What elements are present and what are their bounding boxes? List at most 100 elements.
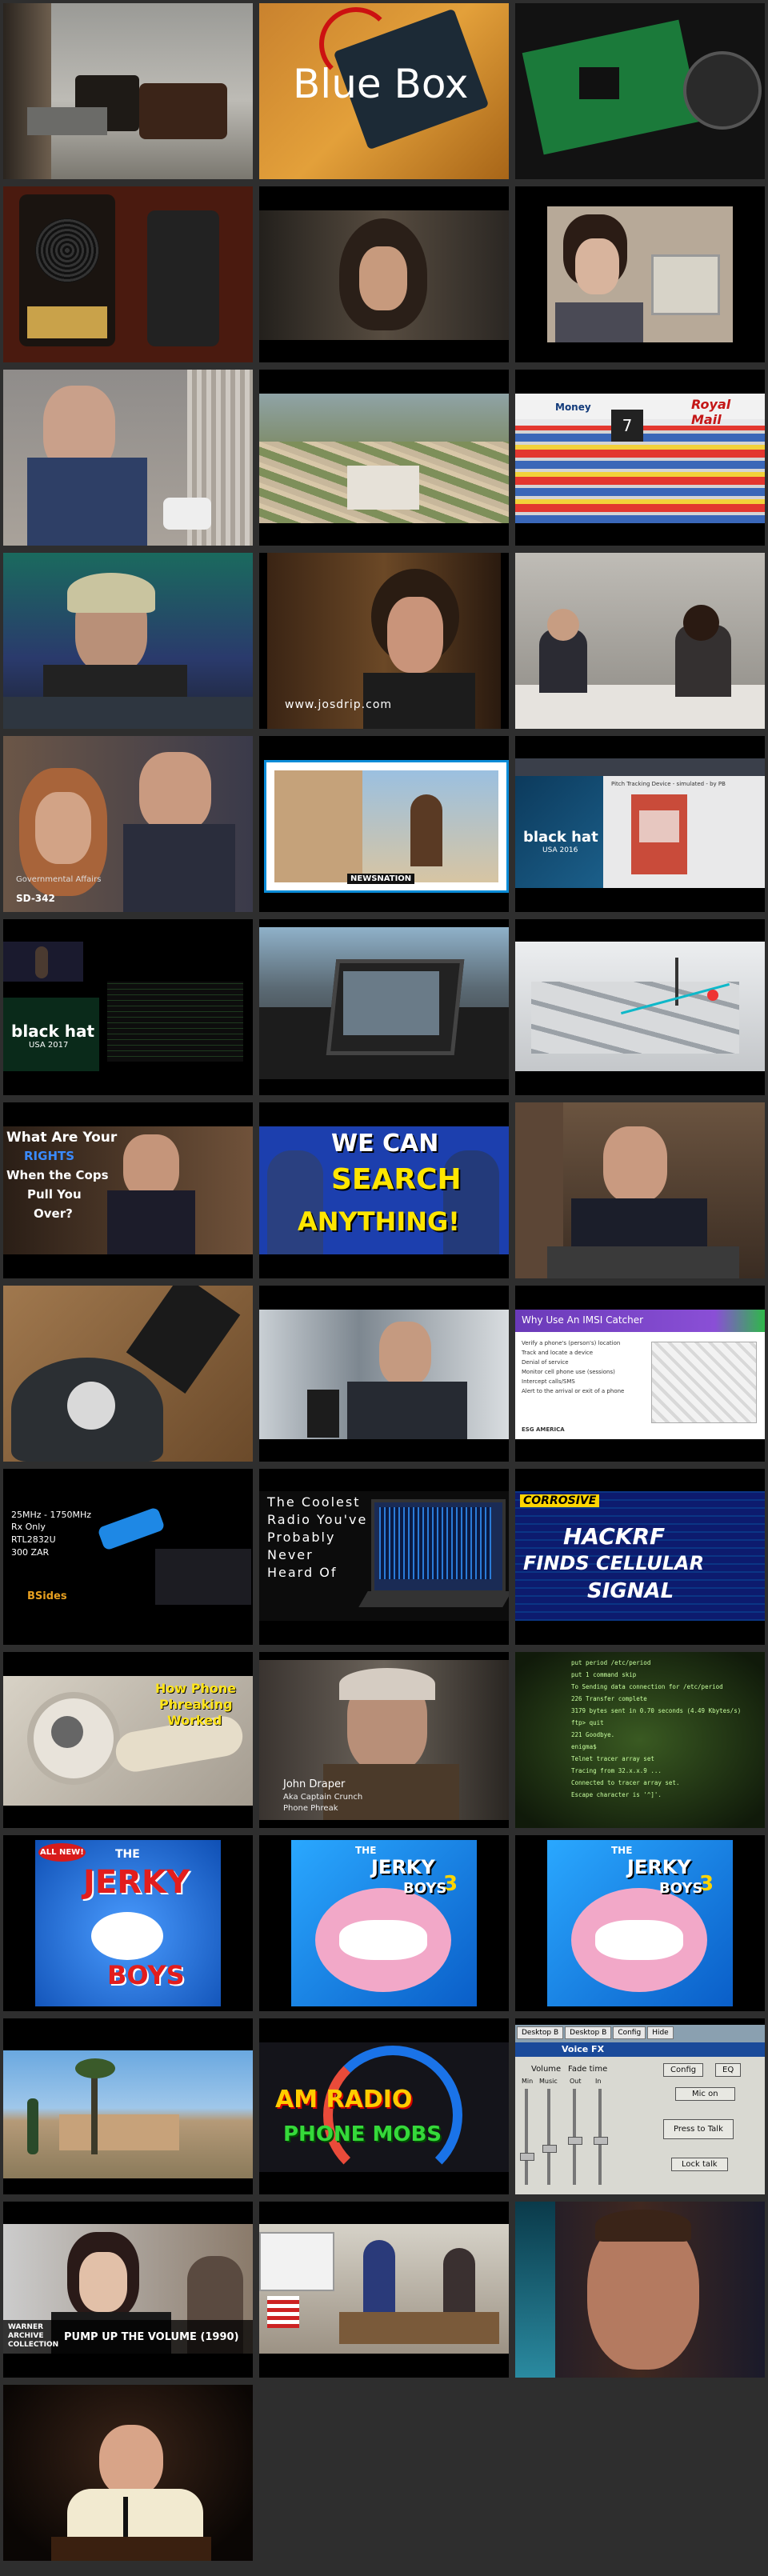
thumb-man-speaking[interactable] xyxy=(259,1286,509,1462)
terminal-line-6: ftp> quit xyxy=(571,1719,604,1726)
thumb-phone-lock[interactable] xyxy=(3,1286,253,1462)
thumb-man-headset[interactable] xyxy=(3,553,253,729)
hearing-code: SD-342 xyxy=(16,893,55,904)
josdrip-url: www.josdrip.com xyxy=(285,698,393,711)
thumb-imsi-catcher[interactable]: Why Use An IMSI Catcher Verify a phone's… xyxy=(515,1286,765,1462)
radio-line-2: Radio You've xyxy=(267,1512,368,1527)
jerky3a-line-3: 3 xyxy=(443,1872,458,1896)
jerky1-badge: ALL NEW! xyxy=(38,1843,86,1862)
voicefx-in-label: In xyxy=(595,2078,602,2085)
draper-alias: Aka Captain Crunch xyxy=(283,1793,363,1802)
thumb-am-radio[interactable]: AM RADIO PHONE MOBS xyxy=(259,2018,509,2194)
thumb-pump-up-volume[interactable]: WARNER ARCHIVE COLLECTION PUMP UP THE VO… xyxy=(3,2202,253,2378)
voicefx-out-label: Out xyxy=(570,2078,582,2085)
voicefx-eq-button[interactable]: EQ xyxy=(715,2063,742,2077)
radio-line-3: Probably xyxy=(267,1530,336,1545)
voicefx-slider-1[interactable] xyxy=(525,2089,528,2185)
rights-line-1: What Are Your xyxy=(6,1130,118,1146)
thumb-man-computer[interactable] xyxy=(515,186,765,362)
rights-line-5: Over? xyxy=(34,1206,73,1221)
store-royal-mail-label: Royal Mail xyxy=(691,397,731,427)
thumb-coolest-radio[interactable]: The Coolest Radio You've Probably Never … xyxy=(259,1469,509,1645)
draper-name: John Draper xyxy=(283,1778,346,1790)
thumb-classroom[interactable] xyxy=(259,2202,509,2378)
voicefx-slider-2[interactable] xyxy=(547,2089,550,2185)
thumb-interview-room[interactable] xyxy=(515,553,765,729)
terminal-line-2: put 1 command skip xyxy=(571,1671,637,1678)
thumb-man-lectern[interactable] xyxy=(515,1102,765,1278)
thumb-newsnation[interactable]: NEWSNATION xyxy=(259,736,509,912)
hackrf-line-1: HACKRF xyxy=(563,1523,666,1550)
phreaking-line-3: Worked xyxy=(167,1713,222,1728)
terminal-line-3: To Sending data connection for /etc/peri… xyxy=(571,1683,723,1690)
thumb-desert-house[interactable] xyxy=(3,2018,253,2194)
jerky3b-line-1: THE xyxy=(611,1845,633,1856)
thumb-blue-box[interactable]: Blue Box xyxy=(259,3,509,179)
thumb-jerky-boys-3a[interactable]: THE JERKY 3 BOYS xyxy=(259,1835,509,2011)
terminal-line-5: 3179 bytes sent in 0.70 seconds (4.49 Kb… xyxy=(571,1707,742,1714)
voicefx-mic-on-button[interactable]: Mic on xyxy=(675,2087,735,2101)
thumb-circuit-board[interactable] xyxy=(515,3,765,179)
imsi-bullet-5: Intercept calls/SMS xyxy=(522,1378,575,1385)
search-line-2: SEARCH xyxy=(331,1163,462,1196)
jerky1-line-2: JERKY xyxy=(83,1864,190,1901)
rtl-bullet-3: RTL2832U xyxy=(11,1534,56,1545)
voicefx-tab-4[interactable]: Hide xyxy=(647,2026,674,2039)
voicefx-tab-3[interactable]: Config xyxy=(613,2026,646,2039)
terminal-line-12: Escape character is '^]'. xyxy=(571,1791,662,1798)
thumb-3d-city[interactable] xyxy=(515,919,765,1095)
thumb-car-laptop[interactable] xyxy=(259,919,509,1095)
thumb-man-podium[interactable] xyxy=(3,2385,253,2561)
thumb-phone-phreaking[interactable]: How Phone Phreaking Worked xyxy=(3,1652,253,1828)
terminal-line-11: Connected to tracer array set. xyxy=(571,1779,680,1786)
blue-box-title: Blue Box xyxy=(293,61,469,107)
jerky3a-line-2: JERKY xyxy=(371,1856,435,1878)
thumb-rtl-sdr[interactable]: 25MHz - 1750MHz Rx Only RTL2832U 300 ZAR… xyxy=(3,1469,253,1645)
voicefx-window-title: Voice FX xyxy=(562,2044,605,2054)
thumb-aerial-suburb[interactable] xyxy=(259,370,509,546)
hackrf-line-3: SIGNAL xyxy=(587,1579,674,1603)
thumb-speaker-remote[interactable] xyxy=(3,186,253,362)
thumb-phone-device-desk[interactable] xyxy=(3,3,253,179)
imsi-bullet-3: Denial of service xyxy=(522,1359,569,1366)
thumb-store-shelves[interactable]: Money Royal Mail 7 xyxy=(515,370,765,546)
jerky3a-line-1: THE xyxy=(355,1845,377,1856)
phreaking-line-2: Phreaking xyxy=(159,1697,233,1712)
search-line-3: ANYTHING! xyxy=(298,1206,460,1237)
thumb-man-on-phone[interactable] xyxy=(3,370,253,546)
rtl-bullet-4: 300 ZAR xyxy=(11,1547,50,1558)
am-radio-line-1: AM RADIO xyxy=(275,2086,413,2114)
thumb-man-close-up[interactable] xyxy=(515,2202,765,2378)
radio-line-4: Never xyxy=(267,1547,314,1562)
voicefx-tab-1[interactable]: Desktop B xyxy=(517,2026,564,2039)
blackhat2017-sub: USA 2017 xyxy=(29,1041,69,1050)
jerky3b-line-4: BOYS xyxy=(659,1880,703,1897)
imsi-bullet-1: Verify a phone's (person's) location xyxy=(522,1340,621,1346)
voicefx-config-button[interactable]: Config xyxy=(663,2063,704,2077)
thumb-hearing[interactable]: Governmental Affairs SD-342 xyxy=(3,736,253,912)
thumb-blackhat-slide[interactable]: black hat USA 2016 Pitch Tracking Device… xyxy=(515,736,765,912)
thumb-man-curly-hair[interactable] xyxy=(259,186,509,362)
thumb-rights-cops[interactable]: What Are Your RIGHTS When the Cops Pull … xyxy=(3,1102,253,1278)
rights-line-4: Pull You xyxy=(27,1187,82,1202)
voicefx-volume-label: Volume xyxy=(531,2065,562,2074)
thumb-john-draper[interactable]: John Draper Aka Captain Crunch Phone Phr… xyxy=(259,1652,509,1828)
jerky1-line-1: THE xyxy=(115,1848,140,1861)
voicefx-fade-label: Fade time xyxy=(568,2065,608,2074)
voicefx-press-to-talk-button[interactable]: Press to Talk xyxy=(663,2119,734,2139)
voicefx-lock-talk-button[interactable]: Lock talk xyxy=(671,2158,728,2171)
terminal-line-8: enigma$ xyxy=(571,1743,597,1750)
thumb-hackrf[interactable]: CORROSIVE HACKRF FINDS CELLULAR SIGNAL xyxy=(515,1469,765,1645)
thumb-jerky-boys-1[interactable]: ALL NEW! THE JERKY BOYS xyxy=(3,1835,253,2011)
rtl-bullet-1: 25MHz - 1750MHz xyxy=(11,1510,92,1520)
thumb-blackhat-2017[interactable]: black hat USA 2017 xyxy=(3,919,253,1095)
jerky1-line-3: BOYS xyxy=(107,1960,185,1990)
thumb-jerky-boys-3b[interactable]: THE JERKY 3 BOYS xyxy=(515,1835,765,2011)
thumb-josdrip[interactable]: www.josdrip.com xyxy=(259,553,509,729)
blackhat-brand: black hat xyxy=(523,829,598,846)
thumb-voice-fx[interactable]: Desktop B Desktop B Config Hide Voice FX… xyxy=(515,2018,765,2194)
jerky3b-line-2: JERKY xyxy=(627,1856,691,1878)
thumb-terminal-text[interactable]: put period /etc/period put 1 command ski… xyxy=(515,1652,765,1828)
voicefx-tab-2[interactable]: Desktop B xyxy=(565,2026,612,2039)
thumb-we-can-search[interactable]: WE CAN SEARCH ANYTHING! xyxy=(259,1102,509,1278)
